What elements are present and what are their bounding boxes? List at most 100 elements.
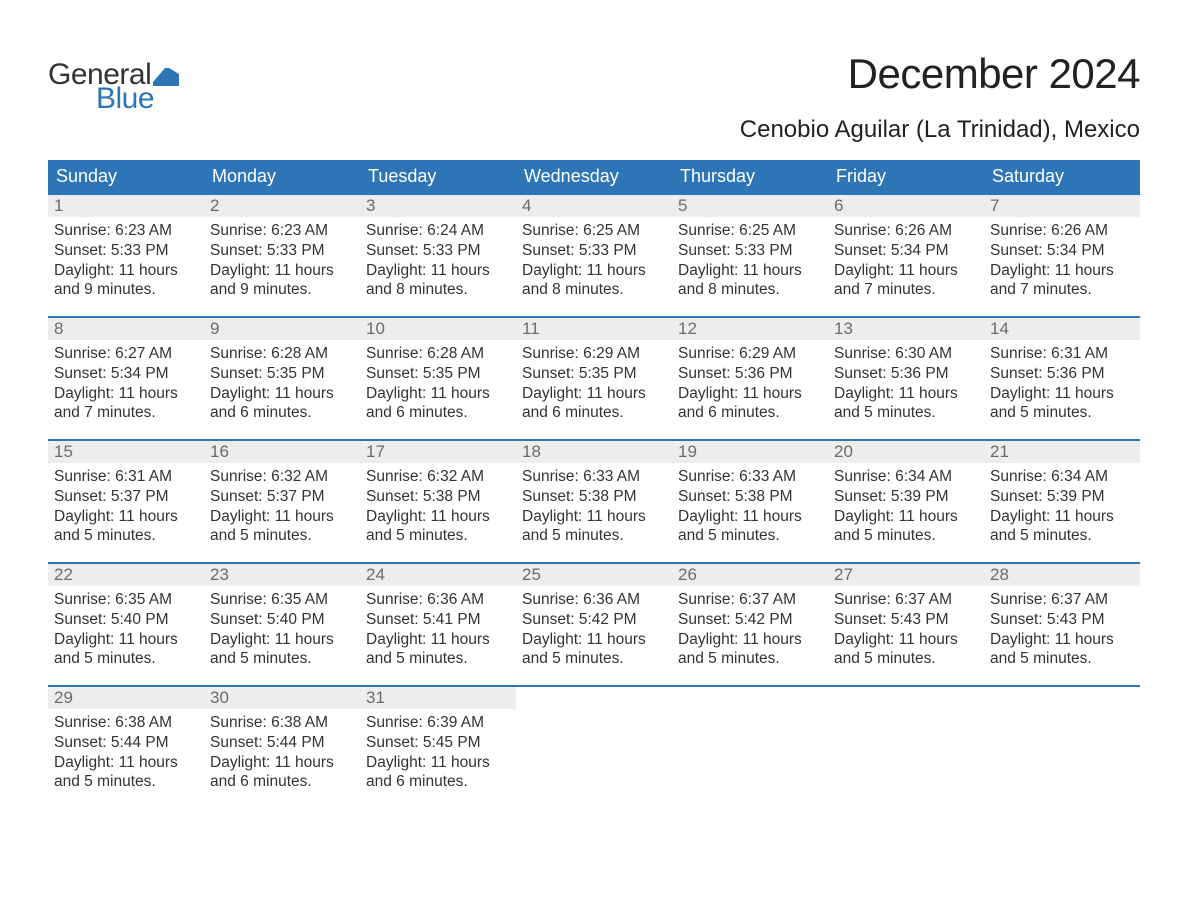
day-number-cell: 29 (48, 686, 204, 709)
day-number-cell: 1 (48, 194, 204, 217)
day-content-cell: Sunrise: 6:28 AMSunset: 5:35 PMDaylight:… (360, 340, 516, 440)
calendar-header: SundayMondayTuesdayWednesdayThursdayFrid… (48, 160, 1140, 194)
day-content-cell: Sunrise: 6:34 AMSunset: 5:39 PMDaylight:… (984, 463, 1140, 563)
day-number-cell (984, 686, 1140, 709)
sunset-line: Sunset: 5:40 PM (210, 610, 354, 630)
daylight-line-1: Daylight: 11 hours (834, 507, 978, 527)
weekday-header: Saturday (984, 160, 1140, 194)
day-number-cell: 2 (204, 194, 360, 217)
sunrise-line: Sunrise: 6:23 AM (210, 221, 354, 241)
sunset-line: Sunset: 5:34 PM (990, 241, 1134, 261)
day-content-cell (516, 709, 672, 809)
day-number-cell: 6 (828, 194, 984, 217)
day-number-cell: 19 (672, 440, 828, 463)
day-number-cell: 15 (48, 440, 204, 463)
sunrise-line: Sunrise: 6:23 AM (54, 221, 198, 241)
sunset-line: Sunset: 5:35 PM (366, 364, 510, 384)
sunset-line: Sunset: 5:43 PM (834, 610, 978, 630)
day-content-cell: Sunrise: 6:23 AMSunset: 5:33 PMDaylight:… (48, 217, 204, 317)
daylight-line-2: and 5 minutes. (522, 649, 666, 669)
daylight-line-1: Daylight: 11 hours (990, 384, 1134, 404)
day-number-cell (672, 686, 828, 709)
daylight-line-1: Daylight: 11 hours (54, 384, 198, 404)
daylight-line-1: Daylight: 11 hours (678, 261, 822, 281)
sunrise-line: Sunrise: 6:31 AM (990, 344, 1134, 364)
daylight-line-2: and 6 minutes. (210, 772, 354, 792)
sunrise-line: Sunrise: 6:25 AM (522, 221, 666, 241)
sunrise-line: Sunrise: 6:29 AM (678, 344, 822, 364)
content-row: Sunrise: 6:38 AMSunset: 5:44 PMDaylight:… (48, 709, 1140, 809)
sunrise-line: Sunrise: 6:28 AM (210, 344, 354, 364)
sunrise-line: Sunrise: 6:36 AM (366, 590, 510, 610)
day-number-cell: 25 (516, 563, 672, 586)
sunrise-line: Sunrise: 6:34 AM (834, 467, 978, 487)
sunrise-line: Sunrise: 6:30 AM (834, 344, 978, 364)
daylight-line-2: and 5 minutes. (990, 649, 1134, 669)
daylight-line-2: and 5 minutes. (54, 526, 198, 546)
daylight-line-2: and 6 minutes. (366, 772, 510, 792)
daynum-row: 293031 (48, 686, 1140, 709)
daylight-line-2: and 5 minutes. (990, 403, 1134, 423)
day-number-cell: 11 (516, 317, 672, 340)
weekday-header: Thursday (672, 160, 828, 194)
daylight-line-2: and 6 minutes. (366, 403, 510, 423)
daynum-row: 1234567 (48, 194, 1140, 217)
sunrise-line: Sunrise: 6:28 AM (366, 344, 510, 364)
day-content-cell: Sunrise: 6:27 AMSunset: 5:34 PMDaylight:… (48, 340, 204, 440)
daylight-line-2: and 7 minutes. (834, 280, 978, 300)
sunset-line: Sunset: 5:45 PM (366, 733, 510, 753)
day-number-cell: 26 (672, 563, 828, 586)
daylight-line-1: Daylight: 11 hours (834, 384, 978, 404)
logo: General Blue (48, 50, 179, 114)
day-number-cell: 7 (984, 194, 1140, 217)
daylight-line-1: Daylight: 11 hours (990, 261, 1134, 281)
daylight-line-1: Daylight: 11 hours (366, 261, 510, 281)
daylight-line-1: Daylight: 11 hours (366, 384, 510, 404)
daylight-line-1: Daylight: 11 hours (54, 630, 198, 650)
daylight-line-2: and 7 minutes. (54, 403, 198, 423)
daylight-line-1: Daylight: 11 hours (210, 507, 354, 527)
day-content-cell (828, 709, 984, 809)
day-number-cell: 16 (204, 440, 360, 463)
daynum-row: 22232425262728 (48, 563, 1140, 586)
sunrise-line: Sunrise: 6:26 AM (990, 221, 1134, 241)
sunrise-line: Sunrise: 6:38 AM (210, 713, 354, 733)
daylight-line-1: Daylight: 11 hours (678, 384, 822, 404)
day-number-cell (516, 686, 672, 709)
calendar-table: SundayMondayTuesdayWednesdayThursdayFrid… (48, 160, 1140, 809)
daylight-line-1: Daylight: 11 hours (366, 630, 510, 650)
daylight-line-2: and 9 minutes. (210, 280, 354, 300)
sunrise-line: Sunrise: 6:33 AM (522, 467, 666, 487)
day-number-cell: 4 (516, 194, 672, 217)
daylight-line-1: Daylight: 11 hours (678, 630, 822, 650)
daylight-line-1: Daylight: 11 hours (54, 507, 198, 527)
day-number-cell: 12 (672, 317, 828, 340)
day-number-cell: 27 (828, 563, 984, 586)
calendar-body: 1234567Sunrise: 6:23 AMSunset: 5:33 PMDa… (48, 194, 1140, 809)
day-number-cell: 22 (48, 563, 204, 586)
daylight-line-1: Daylight: 11 hours (366, 753, 510, 773)
sunset-line: Sunset: 5:33 PM (366, 241, 510, 261)
daylight-line-2: and 5 minutes. (834, 403, 978, 423)
daylight-line-1: Daylight: 11 hours (522, 630, 666, 650)
daynum-row: 891011121314 (48, 317, 1140, 340)
sunrise-line: Sunrise: 6:32 AM (210, 467, 354, 487)
day-content-cell: Sunrise: 6:35 AMSunset: 5:40 PMDaylight:… (204, 586, 360, 686)
day-number-cell: 3 (360, 194, 516, 217)
daylight-line-1: Daylight: 11 hours (54, 261, 198, 281)
daynum-row: 15161718192021 (48, 440, 1140, 463)
daylight-line-2: and 5 minutes. (834, 526, 978, 546)
day-number-cell: 28 (984, 563, 1140, 586)
day-content-cell: Sunrise: 6:25 AMSunset: 5:33 PMDaylight:… (672, 217, 828, 317)
day-number-cell (828, 686, 984, 709)
day-content-cell: Sunrise: 6:33 AMSunset: 5:38 PMDaylight:… (516, 463, 672, 563)
sunrise-line: Sunrise: 6:35 AM (54, 590, 198, 610)
sunset-line: Sunset: 5:38 PM (366, 487, 510, 507)
daylight-line-2: and 5 minutes. (522, 526, 666, 546)
day-number-cell: 23 (204, 563, 360, 586)
sunrise-line: Sunrise: 6:27 AM (54, 344, 198, 364)
day-number-cell: 17 (360, 440, 516, 463)
content-row: Sunrise: 6:27 AMSunset: 5:34 PMDaylight:… (48, 340, 1140, 440)
daylight-line-2: and 5 minutes. (678, 526, 822, 546)
daylight-line-2: and 5 minutes. (210, 526, 354, 546)
